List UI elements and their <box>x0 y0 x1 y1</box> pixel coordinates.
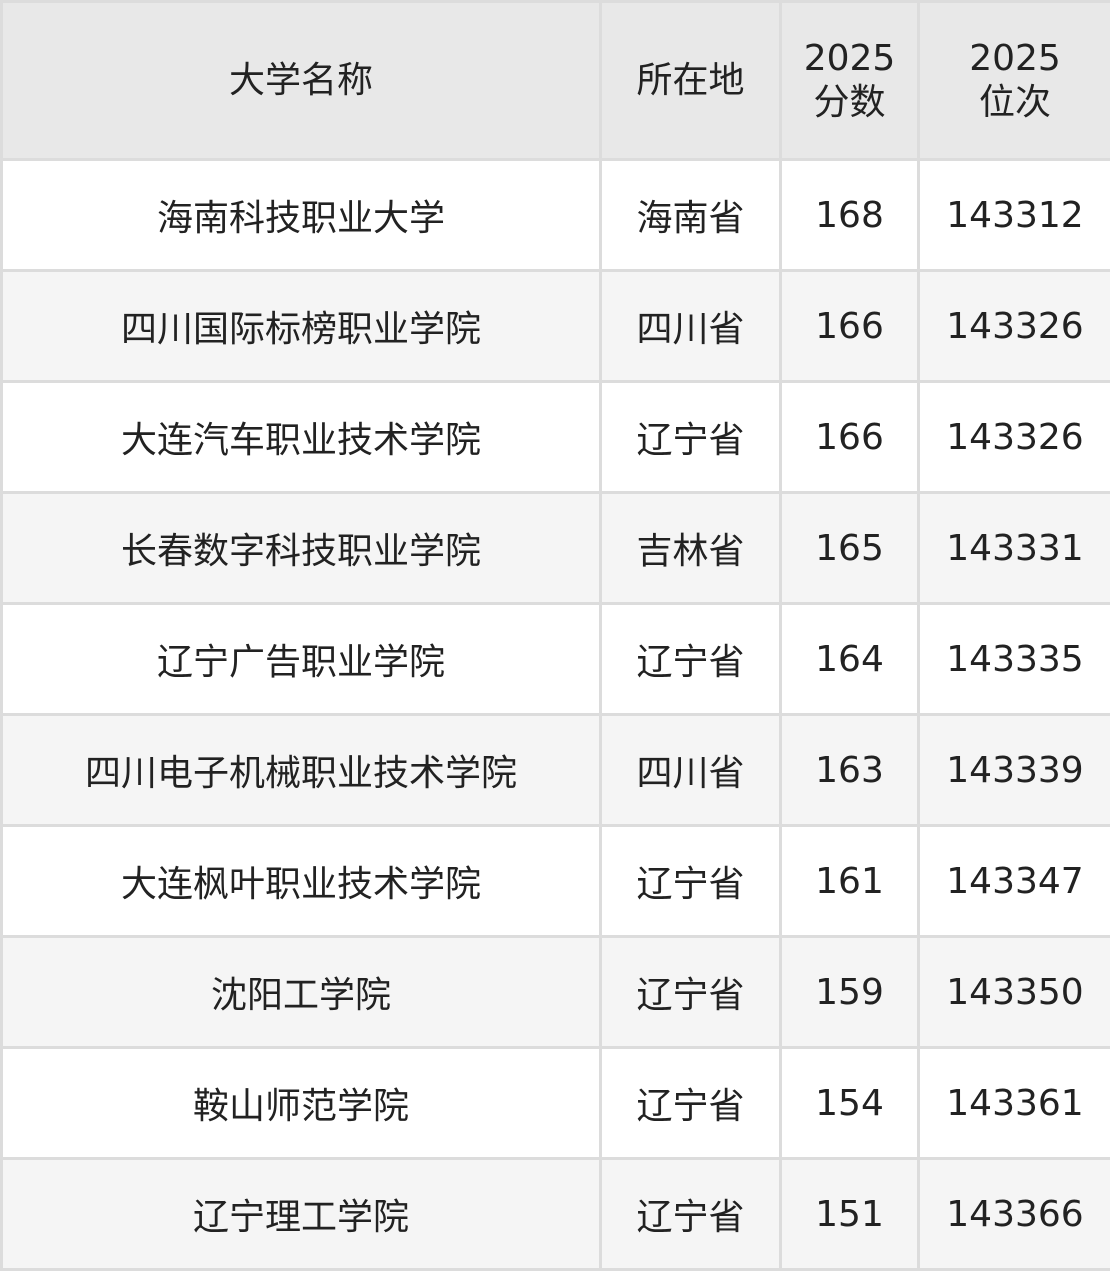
rank-cell: 143366 <box>917 1157 1110 1271</box>
university-name-cell: 辽宁理工学院 <box>0 1157 602 1271</box>
university-name-cell: 四川国际标榜职业学院 <box>0 269 602 383</box>
university-name-cell: 沈阳工学院 <box>0 935 602 1049</box>
table-row: 海南科技职业大学 海南省 168 143312 <box>0 158 1110 272</box>
location-cell: 吉林省 <box>599 491 782 605</box>
score-cell: 163 <box>779 713 920 827</box>
location-cell: 辽宁省 <box>599 935 782 1049</box>
rank-cell: 143312 <box>917 158 1110 272</box>
header-rank-label: 位次 <box>978 81 1051 123</box>
table-row: 辽宁理工学院 辽宁省 151 143366 <box>0 1157 1110 1271</box>
rank-cell: 143331 <box>917 491 1110 605</box>
table-row: 沈阳工学院 辽宁省 159 143350 <box>0 935 1110 1049</box>
header-row: 大学名称 所在地 2025 分数 2025 位次 <box>0 0 1110 161</box>
university-name-cell: 大连枫叶职业技术学院 <box>0 824 602 938</box>
table-row: 辽宁广告职业学院 辽宁省 164 143335 <box>0 602 1110 716</box>
header-rank-year: 2025 <box>969 37 1061 79</box>
header-name: 大学名称 <box>0 0 602 161</box>
header-score-year: 2025 <box>803 37 896 79</box>
location-cell: 海南省 <box>599 158 782 272</box>
location-cell: 辽宁省 <box>599 1157 782 1271</box>
table-row: 大连汽车职业技术学院 辽宁省 166 143326 <box>0 380 1110 494</box>
location-cell: 辽宁省 <box>599 380 782 494</box>
score-cell: 159 <box>779 935 920 1049</box>
score-cell: 164 <box>779 602 920 716</box>
header-rank: 2025 位次 <box>917 0 1110 161</box>
table-row: 鞍山师范学院 辽宁省 154 143361 <box>0 1046 1110 1160</box>
rank-cell: 143326 <box>917 380 1110 494</box>
rank-cell: 143347 <box>917 824 1110 938</box>
rank-cell: 143361 <box>917 1046 1110 1160</box>
location-cell: 四川省 <box>599 713 782 827</box>
table-row: 大连枫叶职业技术学院 辽宁省 161 143347 <box>0 824 1110 938</box>
university-name-cell: 四川电子机械职业技术学院 <box>0 713 602 827</box>
university-name-cell: 大连汽车职业技术学院 <box>0 380 602 494</box>
university-name-cell: 海南科技职业大学 <box>0 158 602 272</box>
score-cell: 166 <box>779 269 920 383</box>
rank-cell: 143326 <box>917 269 1110 383</box>
university-name-cell: 辽宁广告职业学院 <box>0 602 602 716</box>
score-cell: 161 <box>779 824 920 938</box>
table-row: 四川国际标榜职业学院 四川省 166 143326 <box>0 269 1110 383</box>
score-cell: 151 <box>779 1157 920 1271</box>
rank-cell: 143335 <box>917 602 1110 716</box>
score-cell: 168 <box>779 158 920 272</box>
location-cell: 辽宁省 <box>599 602 782 716</box>
header-location: 所在地 <box>599 0 782 161</box>
university-name-cell: 鞍山师范学院 <box>0 1046 602 1160</box>
location-cell: 四川省 <box>599 269 782 383</box>
rank-cell: 143350 <box>917 935 1110 1049</box>
table-row: 四川电子机械职业技术学院 四川省 163 143339 <box>0 713 1110 827</box>
location-cell: 辽宁省 <box>599 1046 782 1160</box>
rank-cell: 143339 <box>917 713 1110 827</box>
location-cell: 辽宁省 <box>599 824 782 938</box>
header-score: 2025 分数 <box>779 0 920 161</box>
table-row: 长春数字科技职业学院 吉林省 165 143331 <box>0 491 1110 605</box>
university-name-cell: 长春数字科技职业学院 <box>0 491 602 605</box>
header-score-label: 分数 <box>813 81 886 123</box>
score-cell: 165 <box>779 491 920 605</box>
score-cell: 166 <box>779 380 920 494</box>
score-cell: 154 <box>779 1046 920 1160</box>
